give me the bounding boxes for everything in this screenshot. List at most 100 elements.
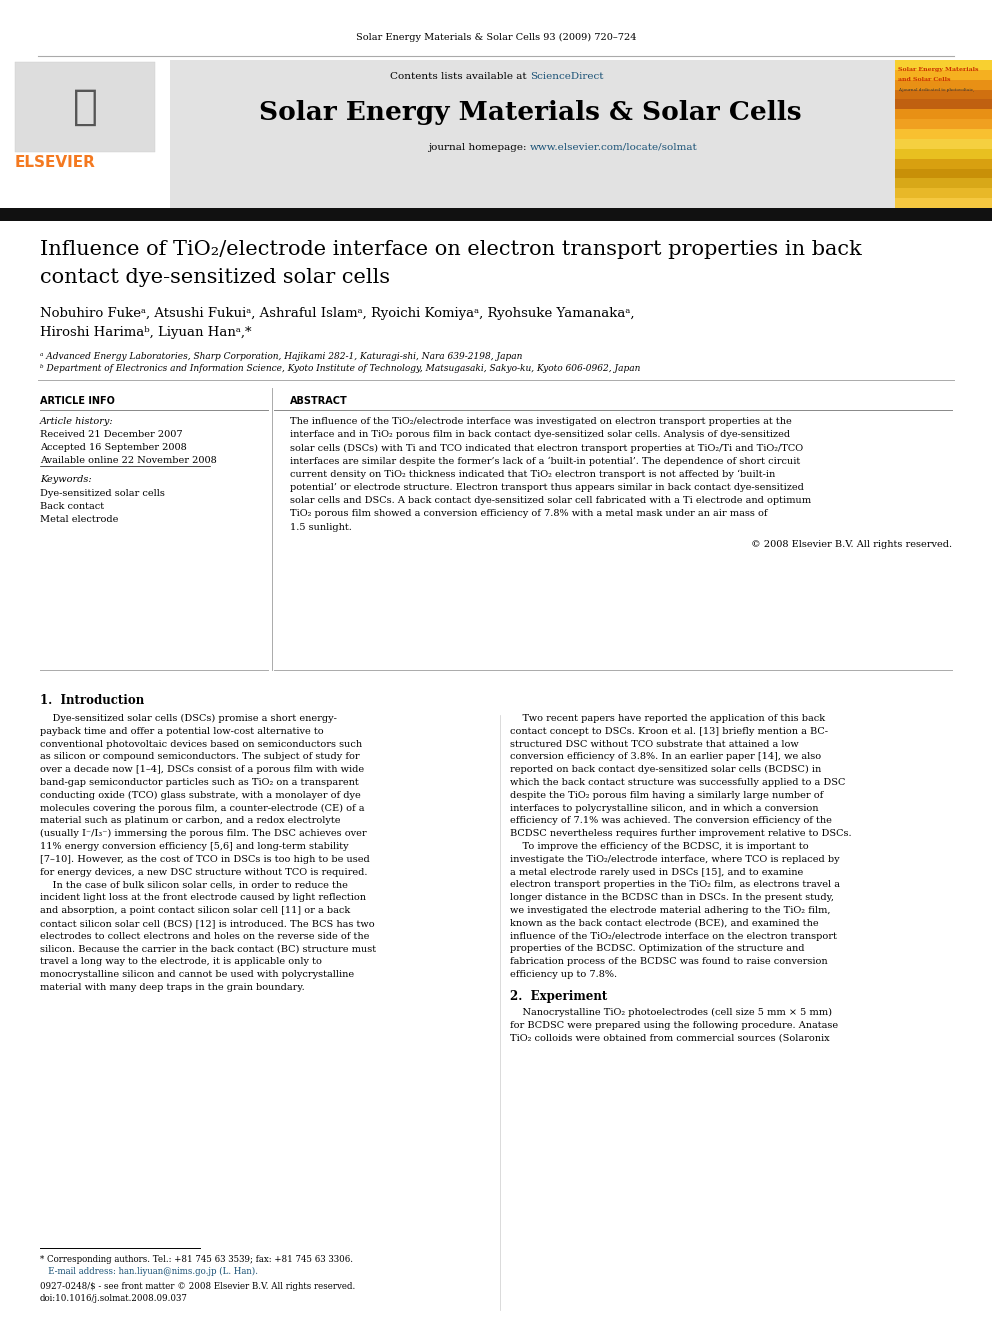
Text: (usually I⁻/I₃⁻) immersing the porous film. The DSC achieves over: (usually I⁻/I₃⁻) immersing the porous fi… bbox=[40, 830, 367, 839]
Text: contact silicon solar cell (BCS) [12] is introduced. The BCS has two: contact silicon solar cell (BCS) [12] is… bbox=[40, 918, 375, 927]
Text: fabrication process of the BCDSC was found to raise conversion: fabrication process of the BCDSC was fou… bbox=[510, 958, 827, 966]
Text: potential’ or electrode structure. Electron transport thus appears similar in ba: potential’ or electrode structure. Elect… bbox=[290, 483, 804, 492]
Text: Dye-sensitized solar cells: Dye-sensitized solar cells bbox=[40, 490, 165, 497]
Text: and Solar Cells: and Solar Cells bbox=[898, 77, 950, 82]
Text: investigate the TiO₂/electrode interface, where TCO is replaced by: investigate the TiO₂/electrode interface… bbox=[510, 855, 839, 864]
Text: conventional photovoltaic devices based on semiconductors such: conventional photovoltaic devices based … bbox=[40, 740, 362, 749]
Text: material such as platinum or carbon, and a redox electrolyte: material such as platinum or carbon, and… bbox=[40, 816, 340, 826]
FancyBboxPatch shape bbox=[15, 62, 155, 152]
Text: Influence of TiO₂/electrode interface on electron transport properties in back: Influence of TiO₂/electrode interface on… bbox=[40, 239, 862, 259]
Text: material with many deep traps in the grain boundary.: material with many deep traps in the gra… bbox=[40, 983, 305, 992]
Text: Available online 22 November 2008: Available online 22 November 2008 bbox=[40, 456, 216, 464]
Text: E-mail address: han.liyuan@nims.go.jp (L. Han).: E-mail address: han.liyuan@nims.go.jp (L… bbox=[40, 1267, 258, 1277]
Text: interfaces to polycrystalline silicon, and in which a conversion: interfaces to polycrystalline silicon, a… bbox=[510, 803, 818, 812]
Text: payback time and offer a potential low-cost alternative to: payback time and offer a potential low-c… bbox=[40, 726, 323, 736]
Text: 1.5 sunlight.: 1.5 sunlight. bbox=[290, 523, 352, 532]
Text: Dye-sensitized solar cells (DSCs) promise a short energy-: Dye-sensitized solar cells (DSCs) promis… bbox=[40, 714, 337, 724]
Text: 11% energy conversion efficiency [5,6] and long-term stability: 11% energy conversion efficiency [5,6] a… bbox=[40, 841, 348, 851]
Text: 1.  Introduction: 1. Introduction bbox=[40, 695, 144, 706]
Text: properties of the BCDSC. Optimization of the structure and: properties of the BCDSC. Optimization of… bbox=[510, 945, 805, 954]
Text: travel a long way to the electrode, it is applicable only to: travel a long way to the electrode, it i… bbox=[40, 958, 321, 966]
Text: BCDSC nevertheless requires further improvement relative to DSCs.: BCDSC nevertheless requires further impr… bbox=[510, 830, 851, 839]
FancyBboxPatch shape bbox=[895, 168, 992, 180]
FancyBboxPatch shape bbox=[895, 159, 992, 169]
Text: influence of the TiO₂/electrode interface on the electron transport: influence of the TiO₂/electrode interfac… bbox=[510, 931, 837, 941]
Text: Keywords:: Keywords: bbox=[40, 475, 91, 484]
FancyBboxPatch shape bbox=[895, 188, 992, 200]
Text: [7–10]. However, as the cost of TCO in DSCs is too high to be used: [7–10]. However, as the cost of TCO in D… bbox=[40, 855, 370, 864]
Text: Received 21 December 2007: Received 21 December 2007 bbox=[40, 430, 183, 439]
Text: ARTICLE INFO: ARTICLE INFO bbox=[40, 396, 115, 406]
Text: contact concept to DSCs. Kroon et al. [13] briefly mention a BC-: contact concept to DSCs. Kroon et al. [1… bbox=[510, 726, 828, 736]
Text: Contents lists available at: Contents lists available at bbox=[390, 71, 530, 81]
Text: longer distance in the BCDSC than in DSCs. In the present study,: longer distance in the BCDSC than in DSC… bbox=[510, 893, 834, 902]
FancyBboxPatch shape bbox=[895, 119, 992, 130]
FancyBboxPatch shape bbox=[895, 60, 992, 71]
Text: www.elsevier.com/locate/solmat: www.elsevier.com/locate/solmat bbox=[530, 143, 697, 152]
Text: monocrystalline silicon and cannot be used with polycrystalline: monocrystalline silicon and cannot be us… bbox=[40, 970, 354, 979]
Text: ᵇ Department of Electronics and Information Science, Kyoto Institute of Technolo: ᵇ Department of Electronics and Informat… bbox=[40, 364, 641, 373]
Text: A journal dedicated to photovoltaic,: A journal dedicated to photovoltaic, bbox=[898, 89, 974, 93]
Text: and absorption, a point contact silicon solar cell [11] or a back: and absorption, a point contact silicon … bbox=[40, 906, 350, 916]
Text: 0927-0248/$ - see front matter © 2008 Elsevier B.V. All rights reserved.: 0927-0248/$ - see front matter © 2008 El… bbox=[40, 1282, 355, 1291]
Text: efficiency of 7.1% was achieved. The conversion efficiency of the: efficiency of 7.1% was achieved. The con… bbox=[510, 816, 832, 826]
Text: ScienceDirect: ScienceDirect bbox=[530, 71, 603, 81]
Text: The influence of the TiO₂/electrode interface was investigated on electron trans: The influence of the TiO₂/electrode inte… bbox=[290, 417, 792, 426]
Text: doi:10.1016/j.solmat.2008.09.037: doi:10.1016/j.solmat.2008.09.037 bbox=[40, 1294, 187, 1303]
Text: molecules covering the porous film, a counter-electrode (CE) of a: molecules covering the porous film, a co… bbox=[40, 803, 364, 812]
FancyBboxPatch shape bbox=[895, 110, 992, 120]
FancyBboxPatch shape bbox=[895, 198, 992, 209]
Text: reported on back contact dye-sensitized solar cells (BCDSC) in: reported on back contact dye-sensitized … bbox=[510, 765, 821, 774]
Text: we investigated the electrode material adhering to the TiO₂ film,: we investigated the electrode material a… bbox=[510, 906, 830, 916]
Text: Solar Energy Materials & Solar Cells: Solar Energy Materials & Solar Cells bbox=[259, 101, 802, 124]
Text: Accepted 16 September 2008: Accepted 16 September 2008 bbox=[40, 443, 186, 452]
Text: which the back contact structure was successfully applied to a DSC: which the back contact structure was suc… bbox=[510, 778, 845, 787]
Text: Nanocrystalline TiO₂ photoelectrodes (cell size 5 mm × 5 mm): Nanocrystalline TiO₂ photoelectrodes (ce… bbox=[510, 1008, 832, 1017]
Text: ᵃ Advanced Energy Laboratories, Sharp Corporation, Hajikami 282-1, Katuragi-shi,: ᵃ Advanced Energy Laboratories, Sharp Co… bbox=[40, 352, 523, 361]
Text: incident light loss at the front electrode caused by light reflection: incident light loss at the front electro… bbox=[40, 893, 366, 902]
Text: Metal electrode: Metal electrode bbox=[40, 515, 118, 524]
Text: 🌳: 🌳 bbox=[72, 86, 97, 128]
Text: To improve the efficiency of the BCDSC, it is important to: To improve the efficiency of the BCDSC, … bbox=[510, 841, 808, 851]
Text: ELSEVIER: ELSEVIER bbox=[15, 155, 96, 169]
Text: current density on TiO₂ thickness indicated that TiO₂ electron transport is not : current density on TiO₂ thickness indica… bbox=[290, 470, 776, 479]
Text: © 2008 Elsevier B.V. All rights reserved.: © 2008 Elsevier B.V. All rights reserved… bbox=[751, 540, 952, 549]
Text: interfaces are similar despite the former’s lack of a ‘built-in potential’. The : interfaces are similar despite the forme… bbox=[290, 456, 801, 466]
FancyBboxPatch shape bbox=[895, 99, 992, 110]
Text: ABSTRACT: ABSTRACT bbox=[290, 396, 348, 406]
Text: Solar Energy Materials: Solar Energy Materials bbox=[898, 67, 978, 71]
Text: solar cells and DSCs. A back contact dye-sensitized solar cell fabricated with a: solar cells and DSCs. A back contact dye… bbox=[290, 496, 811, 505]
Text: band-gap semiconductor particles such as TiO₂ on a transparent: band-gap semiconductor particles such as… bbox=[40, 778, 359, 787]
FancyBboxPatch shape bbox=[895, 60, 992, 208]
Text: efficiency up to 7.8%.: efficiency up to 7.8%. bbox=[510, 970, 617, 979]
FancyBboxPatch shape bbox=[0, 60, 170, 208]
FancyBboxPatch shape bbox=[895, 139, 992, 149]
FancyBboxPatch shape bbox=[895, 90, 992, 101]
Text: for energy devices, a new DSC structure without TCO is required.: for energy devices, a new DSC structure … bbox=[40, 868, 367, 877]
FancyBboxPatch shape bbox=[895, 70, 992, 81]
Text: interface and in TiO₂ porous film in back contact dye-sensitized solar cells. An: interface and in TiO₂ porous film in bac… bbox=[290, 430, 790, 439]
Text: Two recent papers have reported the application of this back: Two recent papers have reported the appl… bbox=[510, 714, 825, 722]
Text: despite the TiO₂ porous film having a similarly large number of: despite the TiO₂ porous film having a si… bbox=[510, 791, 823, 800]
Text: conducting oxide (TCO) glass substrate, with a monolayer of dye: conducting oxide (TCO) glass substrate, … bbox=[40, 791, 361, 800]
Text: contact dye-sensitized solar cells: contact dye-sensitized solar cells bbox=[40, 269, 390, 287]
FancyBboxPatch shape bbox=[895, 179, 992, 189]
Text: silicon. Because the carrier in the back contact (BC) structure must: silicon. Because the carrier in the back… bbox=[40, 945, 376, 954]
Text: electrodes to collect electrons and holes on the reverse side of the: electrodes to collect electrons and hole… bbox=[40, 931, 369, 941]
Text: known as the back contact electrode (BCE), and examined the: known as the back contact electrode (BCE… bbox=[510, 918, 818, 927]
Text: 2.  Experiment: 2. Experiment bbox=[510, 990, 607, 1003]
Text: Article history:: Article history: bbox=[40, 417, 114, 426]
Text: as silicon or compound semiconductors. The subject of study for: as silicon or compound semiconductors. T… bbox=[40, 753, 360, 762]
Text: Nobuhiro Fukeᵃ, Atsushi Fukuiᵃ, Ashraful Islamᵃ, Ryoichi Komiyaᵃ, Ryohsuke Yaman: Nobuhiro Fukeᵃ, Atsushi Fukuiᵃ, Ashraful… bbox=[40, 307, 635, 320]
Text: TiO₂ colloids were obtained from commercial sources (Solaronix: TiO₂ colloids were obtained from commerc… bbox=[510, 1033, 829, 1043]
Text: In the case of bulk silicon solar cells, in order to reduce the: In the case of bulk silicon solar cells,… bbox=[40, 880, 348, 889]
Text: solar cells (DSCs) with Ti and TCO indicated that electron transport properties : solar cells (DSCs) with Ti and TCO indic… bbox=[290, 443, 804, 452]
FancyBboxPatch shape bbox=[895, 148, 992, 160]
Text: structured DSC without TCO substrate that attained a low: structured DSC without TCO substrate tha… bbox=[510, 740, 799, 749]
FancyBboxPatch shape bbox=[895, 79, 992, 90]
Text: journal homepage:: journal homepage: bbox=[429, 143, 530, 152]
Text: Solar Energy Materials & Solar Cells 93 (2009) 720–724: Solar Energy Materials & Solar Cells 93 … bbox=[356, 33, 636, 42]
FancyBboxPatch shape bbox=[895, 130, 992, 140]
Text: electron transport properties in the TiO₂ film, as electrons travel a: electron transport properties in the TiO… bbox=[510, 880, 840, 889]
Text: Back contact: Back contact bbox=[40, 501, 104, 511]
